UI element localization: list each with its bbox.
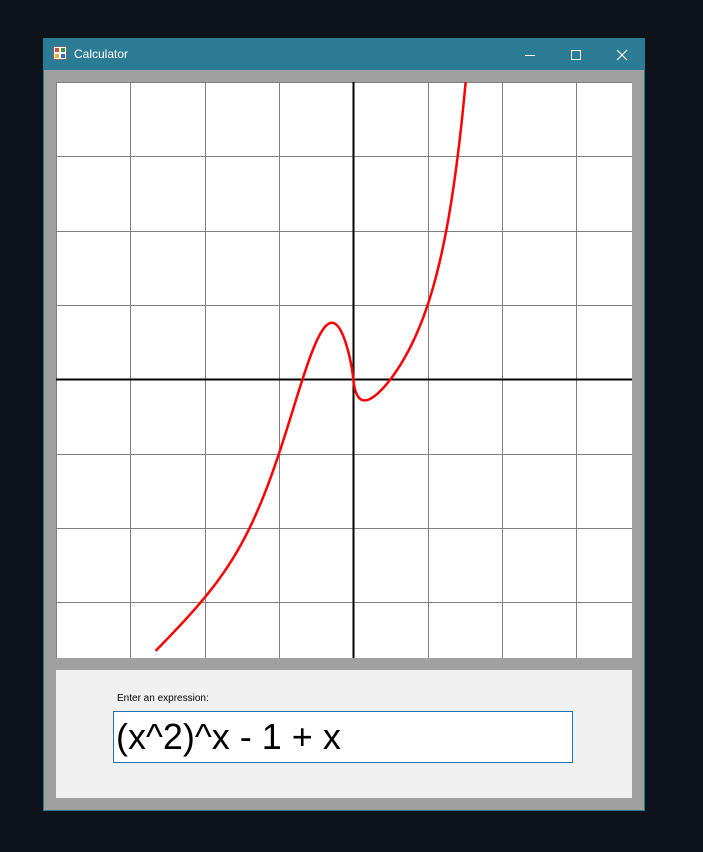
close-button[interactable]	[599, 39, 645, 70]
window-title: Calculator	[74, 47, 129, 61]
title-bar[interactable]: Calculator	[44, 39, 644, 70]
maximize-button[interactable]	[553, 39, 599, 70]
graph-canvas	[56, 82, 632, 658]
minimize-icon	[525, 54, 535, 56]
input-panel: Enter an expression:	[56, 670, 632, 798]
minimize-button[interactable]	[507, 39, 553, 70]
maximize-icon	[571, 49, 581, 60]
expression-label: Enter an expression:	[117, 693, 209, 704]
function-curve	[154, 82, 467, 652]
calculator-window: Calculator Enter an expression:	[43, 38, 645, 811]
app-icon	[53, 46, 67, 60]
expression-input[interactable]	[113, 711, 573, 763]
close-icon	[616, 49, 628, 60]
graph-panel	[56, 82, 632, 658]
